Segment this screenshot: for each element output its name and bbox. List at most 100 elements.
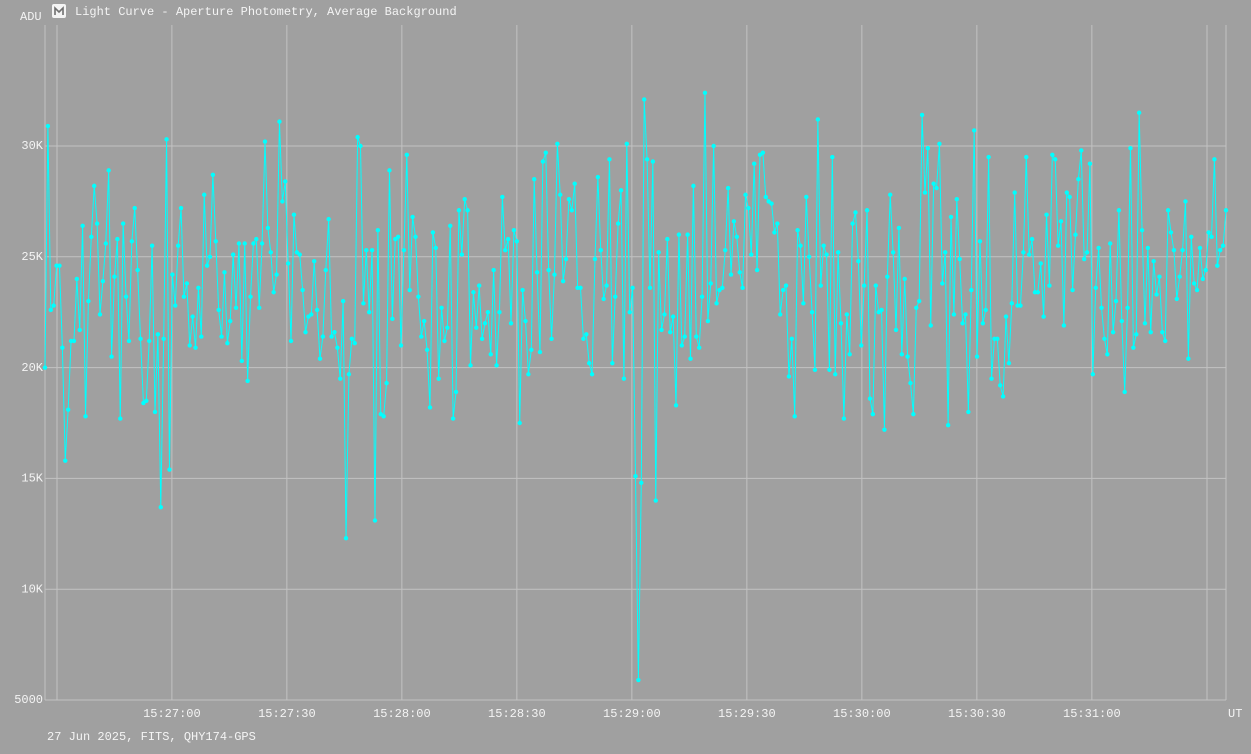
data-point (262, 139, 268, 144)
data-point (786, 374, 792, 379)
data-point (436, 376, 441, 381)
data-point (421, 318, 427, 324)
data-point (621, 376, 627, 381)
data-point (592, 256, 598, 262)
data-point (419, 334, 424, 339)
data-point (925, 146, 931, 151)
data-point (225, 341, 230, 346)
data-point (824, 252, 829, 257)
data-point (1122, 389, 1127, 395)
data-point (514, 239, 520, 244)
data-point (960, 321, 965, 326)
data-point (317, 356, 323, 361)
data-point (1189, 234, 1194, 240)
data-point (1093, 285, 1098, 291)
data-point (453, 389, 459, 395)
data-point (372, 518, 378, 523)
data-point (1035, 290, 1041, 295)
data-point (699, 294, 705, 299)
data-point (384, 380, 389, 386)
data-point (387, 168, 392, 173)
data-point (251, 241, 256, 246)
data-point (488, 352, 493, 357)
data-point (430, 230, 436, 235)
data-point (604, 283, 609, 288)
data-point (190, 314, 195, 319)
data-point (613, 294, 618, 299)
data-point (219, 334, 224, 339)
data-point (1050, 152, 1055, 158)
data-point (309, 312, 314, 317)
data-point (1160, 329, 1165, 335)
data-point (135, 267, 140, 273)
data-point (986, 154, 991, 160)
data-point (152, 409, 158, 415)
x-tick-label: 15:30:30 (948, 707, 1006, 721)
data-point (1183, 199, 1188, 204)
data-point (705, 318, 711, 324)
data-point (479, 336, 485, 341)
data-point (644, 157, 650, 162)
data-point (601, 296, 606, 302)
data-point (468, 363, 473, 368)
data-point (230, 252, 236, 257)
data-point (311, 259, 317, 264)
data-point (737, 270, 742, 275)
data-point (867, 396, 873, 401)
data-point (809, 309, 815, 315)
data-point (861, 283, 867, 288)
data-point (934, 185, 939, 191)
data-point (971, 128, 977, 133)
data-point (983, 307, 988, 313)
data-point (662, 312, 667, 317)
data-point (283, 179, 288, 184)
data-point (778, 312, 783, 317)
data-point (1220, 243, 1226, 248)
x-tick-label: 15:31:00 (1063, 707, 1121, 721)
data-point (1061, 323, 1067, 328)
data-point (233, 305, 239, 310)
data-point (746, 205, 751, 211)
data-point (1200, 276, 1206, 282)
data-point (1018, 303, 1023, 308)
data-point (682, 334, 687, 339)
data-point (723, 247, 728, 253)
data-point (1191, 281, 1197, 286)
data-point (549, 336, 554, 341)
data-point (1064, 190, 1069, 195)
data-point (673, 403, 679, 408)
data-point (222, 270, 227, 275)
data-point (520, 287, 525, 293)
x-tick-label: 15:28:30 (488, 707, 546, 721)
data-point (835, 250, 841, 255)
data-point (751, 161, 757, 166)
data-point (963, 312, 968, 317)
data-point (696, 345, 702, 350)
data-point (291, 212, 297, 217)
data-point (896, 225, 902, 231)
data-point (1003, 314, 1009, 319)
data-point (893, 327, 899, 333)
data-point (1090, 372, 1096, 377)
data-point (734, 234, 740, 240)
data-point (439, 305, 444, 310)
data-point (543, 150, 548, 155)
data-point (424, 347, 430, 353)
data-point (361, 301, 366, 306)
data-point (123, 294, 129, 299)
data-point (1186, 356, 1191, 361)
data-point (94, 221, 100, 226)
data-point (1110, 329, 1116, 335)
data-point (170, 272, 175, 277)
data-point (74, 276, 80, 282)
data-point (164, 137, 169, 142)
data-point (595, 174, 601, 180)
data-point (1151, 259, 1156, 264)
data-point (859, 343, 864, 348)
data-point (974, 354, 980, 359)
data-point (505, 236, 511, 242)
data-point (1053, 157, 1058, 162)
data-point (995, 336, 1000, 341)
